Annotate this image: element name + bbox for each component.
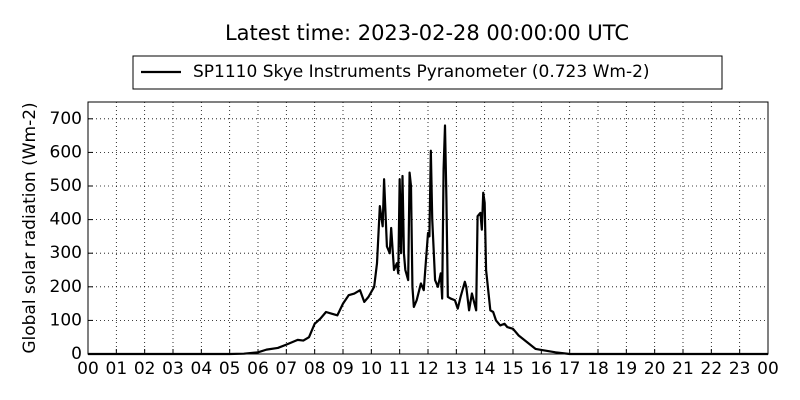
x-tick-label: 14 [474,359,496,379]
y-tick-label: 400 [50,210,82,230]
x-tick-label: 19 [616,359,638,379]
x-tick-label: 13 [446,359,468,379]
x-tick-label: 17 [559,359,581,379]
x-tick-label: 09 [332,359,354,379]
x-tick-label: 08 [304,359,326,379]
x-tick-label: 07 [276,359,298,379]
x-tick-label: 12 [417,359,439,379]
x-tick-label: 18 [587,359,609,379]
y-tick-label: 700 [50,109,82,129]
x-tick-label: 01 [106,359,128,379]
plot-frame [87,101,769,355]
x-tick-label: 22 [701,359,723,379]
x-tick-label: 00 [757,359,779,379]
y-tick-label: 300 [50,243,82,263]
x-tick-label: 20 [644,359,666,379]
y-tick-label: 600 [50,142,82,162]
y-tick-label: 0 [71,344,82,364]
x-tick-label: 11 [389,359,411,379]
x-tick-label: 05 [219,359,241,379]
y-tick-label: 500 [50,176,82,196]
x-tick-label: 04 [191,359,213,379]
y-tick-label: 100 [50,310,82,330]
x-tick-label: 03 [162,359,184,379]
x-tick-label: 02 [134,359,156,379]
x-tick-label: 10 [361,359,383,379]
y-axis-label: Global solar radiation (Wm-2) [20,102,40,353]
y-tick-label: 200 [50,277,82,297]
x-tick-label: 16 [531,359,553,379]
data-line [88,124,768,356]
chart-title: Latest time: 2023-02-28 00:00:00 UTC [225,21,629,45]
x-tick-label: 21 [672,359,694,379]
legend-label: SP1110 Skye Instruments Pyranometer (0.7… [193,62,650,82]
legend [132,55,723,90]
x-tick-label: 15 [502,359,524,379]
x-tick-label: 23 [729,359,751,379]
x-tick-label: 00 [77,359,99,379]
x-tick-label: 06 [247,359,269,379]
